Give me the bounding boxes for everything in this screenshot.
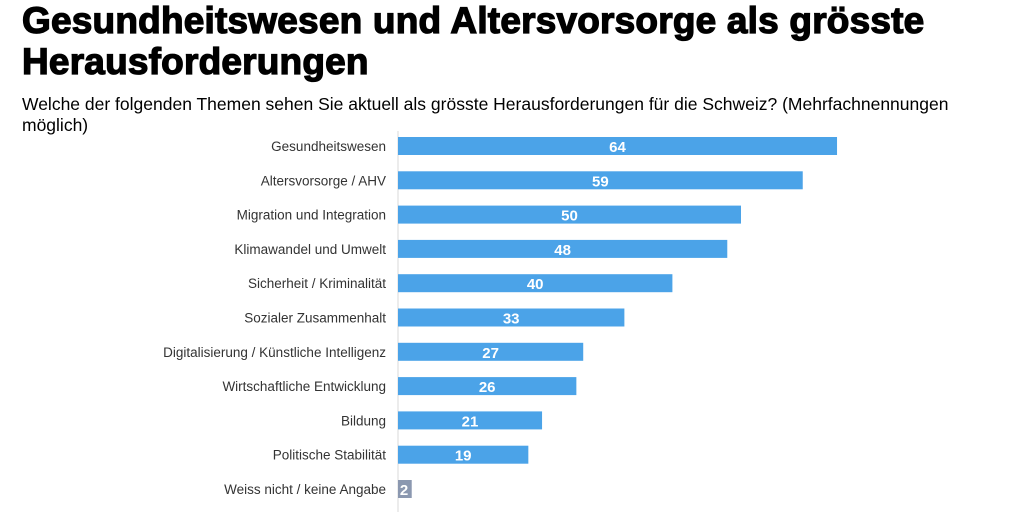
bar — [398, 274, 673, 293]
category-label: Sozialer Zusammenhalt — [244, 311, 386, 326]
category-label: Migration und Integration — [237, 208, 386, 223]
value-label: 59 — [592, 173, 609, 190]
bar — [398, 342, 584, 361]
value-label: 33 — [503, 311, 520, 328]
bar — [398, 445, 529, 464]
bar — [398, 239, 728, 258]
value-label: 27 — [482, 345, 499, 362]
bar — [398, 411, 543, 430]
value-label: 64 — [609, 139, 626, 156]
bar — [398, 137, 838, 155]
category-label: Wirtschaftliche Entwicklung — [222, 379, 386, 394]
category-label: Klimawandel und Umwelt — [234, 242, 386, 257]
category-label: Gesundheitswesen — [271, 139, 386, 154]
category-label: Weiss nicht / keine Angabe — [224, 482, 386, 497]
bar — [398, 377, 577, 396]
category-label: Bildung — [341, 413, 386, 428]
category-label: Politische Stabilität — [273, 448, 387, 463]
value-label: 21 — [462, 413, 479, 430]
value-label: 26 — [479, 379, 496, 396]
category-label: Altersvorsorge / AHV — [261, 173, 386, 188]
value-label: 48 — [554, 242, 571, 259]
chart-subtitle: Welche der folgenden Themen sehen Sie ak… — [22, 94, 949, 135]
bar — [398, 205, 741, 224]
chart-title: Gesundheitswesen und Altersvorsorge als … — [21, 0, 925, 83]
value-label: 19 — [455, 448, 472, 465]
category-label: Digitalisierung / Künstliche Intelligenz — [163, 345, 386, 360]
bar — [398, 480, 412, 498]
bar — [398, 171, 803, 190]
value-label: 50 — [561, 208, 578, 225]
value-label: 40 — [527, 276, 544, 293]
bar — [398, 308, 625, 327]
value-label: 2 — [400, 482, 408, 499]
category-label: Sicherheit / Kriminalität — [248, 276, 386, 291]
